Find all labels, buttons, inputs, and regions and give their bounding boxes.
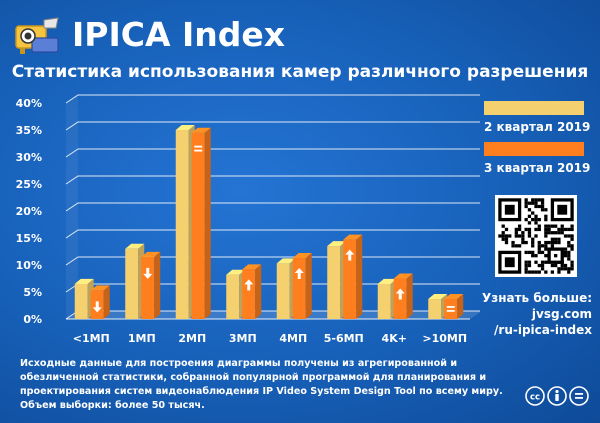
gridline: [65, 121, 480, 131]
y-tick-label: 25%: [16, 178, 42, 191]
y-tick-label: 15%: [16, 232, 42, 245]
bar-q3-top: [393, 273, 413, 279]
bar-q3-side: [356, 234, 363, 319]
learn-more-label: Узнать больше:: [481, 291, 592, 305]
svg-text:cc: cc: [530, 393, 540, 403]
legend-swatch-q3: [484, 142, 584, 156]
bar-q3-top: [242, 264, 262, 270]
trend-up-icon: [244, 279, 254, 291]
gridline: [65, 94, 480, 104]
camera-logo-icon: [15, 17, 59, 54]
x-tick-label: 3МП: [229, 332, 257, 345]
bar-q2-top: [226, 269, 246, 275]
trend-up-icon: [395, 288, 405, 300]
bar-q2: [327, 246, 341, 319]
trend-equal-icon: [194, 149, 203, 152]
x-tick-label: 5-6МП: [324, 332, 364, 345]
x-tick-label: 4МП: [279, 332, 307, 345]
bar-q2-top: [276, 258, 296, 264]
trend-down-icon: [92, 301, 102, 313]
trend-equal-icon: [194, 145, 203, 148]
bar-q2: [428, 299, 442, 319]
bar-q2-top: [327, 241, 347, 247]
bar-q3: [242, 269, 256, 319]
x-tick-label: <1МП: [73, 332, 110, 345]
bar-q2: [125, 248, 139, 319]
x-tick-label: >10МП: [422, 332, 467, 345]
bar-q3-side: [103, 285, 110, 319]
qr-code-icon: [495, 195, 577, 277]
bar-chart: 0% 5% 10% 15% 20% 25% 30% 35% 40% <1МП 1МП 2МП 3МП 4М…: [16, 94, 480, 345]
bar-q2: [377, 283, 391, 319]
y-tick-label: 20%: [16, 205, 42, 218]
y-tick-label: 30%: [16, 151, 42, 164]
y-tick-label: 0%: [23, 313, 42, 326]
bar-q3-top: [191, 127, 211, 133]
chart-floor: [66, 311, 480, 319]
gridline: [65, 202, 480, 212]
creative-commons-icon: cc: [525, 386, 589, 406]
bar-q3-top: [343, 234, 363, 240]
bar-q2: [175, 130, 189, 319]
brand-title: IPICA Index: [72, 15, 286, 54]
bar-q2-top: [175, 125, 195, 130]
trend-up-icon: [345, 249, 355, 261]
x-tick-label: 2МП: [178, 332, 206, 345]
bar-q3-top: [90, 285, 110, 291]
legend-label-q3: 3 квартал 2019: [484, 161, 591, 175]
gridline: [65, 148, 480, 158]
legend-swatch-q2: [484, 101, 584, 115]
bar-q3-side: [406, 273, 413, 319]
bar-q2-top: [125, 243, 145, 249]
bar-q3-side: [154, 251, 161, 319]
trend-down-icon: [143, 267, 153, 279]
gridline: [65, 175, 480, 185]
learn-more-link-path[interactable]: /ru-ipica-index: [494, 323, 592, 337]
bar-q2: [226, 274, 240, 319]
bar-q2-top: [74, 278, 94, 284]
trend-equal-icon: [446, 310, 455, 312]
legend-label-q2: 2 квартал 2019: [484, 120, 591, 134]
gridline: [65, 229, 480, 239]
x-tick-label: 4K+: [382, 332, 407, 345]
chart-subtitle: Статистика использования камер различног…: [11, 62, 589, 82]
bar-q3: [292, 257, 306, 319]
bar-q3: [444, 299, 458, 319]
bar-q3-side: [204, 127, 211, 319]
bar-q3-top: [444, 294, 464, 300]
trend-up-icon: [294, 267, 304, 279]
y-tick-label: 10%: [16, 259, 42, 272]
y-tick-label: 35%: [16, 124, 42, 137]
bar-q2-top: [377, 278, 397, 284]
bar-q3: [191, 132, 205, 319]
y-tick-label: 40%: [16, 97, 42, 110]
bar-q2: [74, 283, 88, 319]
bar-q3-top: [141, 251, 161, 257]
source-footnote: Исходные данные для построения диаграммы…: [20, 358, 503, 411]
trend-equal-icon: [446, 306, 455, 308]
x-tick-label: 1МП: [128, 332, 156, 345]
bar-q3-side: [305, 252, 312, 319]
bar-q3-side: [457, 294, 464, 319]
y-tick-label: 5%: [23, 286, 42, 299]
bar-q3: [141, 256, 155, 319]
bar-q3-side: [255, 264, 262, 319]
bar-q3: [343, 239, 357, 319]
bar-q2-top: [428, 294, 448, 300]
bar-q2: [276, 263, 290, 319]
bar-q3-top: [292, 252, 312, 258]
learn-more-link-host[interactable]: jvsg.com: [531, 307, 592, 321]
